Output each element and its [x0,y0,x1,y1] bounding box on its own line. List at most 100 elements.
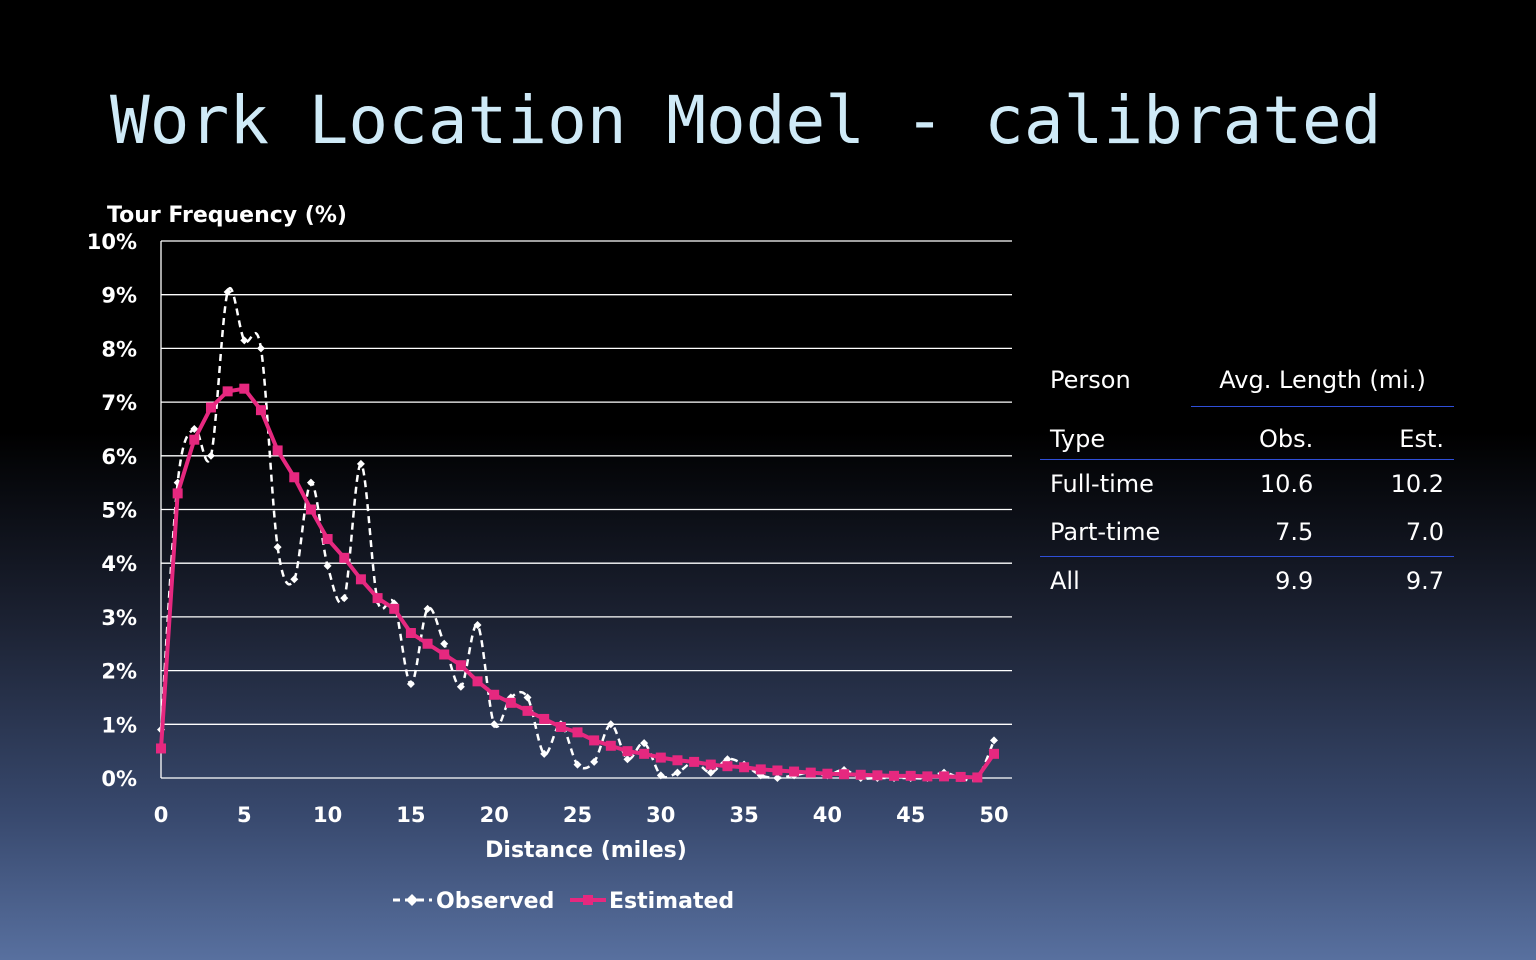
series-layer [156,287,999,783]
estimated-point [789,766,800,777]
estimated-point [272,445,283,456]
observed-series-line [159,287,996,783]
observed-point [623,755,632,764]
observed-point [540,749,549,758]
estimated-point [505,697,516,708]
row-obs: 7.5 [1191,507,1324,557]
row-label: Full-time [1050,469,1154,498]
estimated-point [172,488,183,499]
row-label: All [1050,566,1080,595]
chart-legend: Observed Estimated [393,889,734,914]
x-tick-label: 15 [396,803,425,827]
observed-point [673,768,682,777]
row-est: 7.0 [1323,507,1454,557]
observed-point [773,774,782,782]
estimated-point [722,761,733,772]
observed-point [640,739,649,748]
estimated-point [439,649,450,660]
y-tick-label: 3% [101,606,137,630]
x-tick-label: 30 [646,803,675,827]
observed-point [606,720,615,729]
y-tick-label: 7% [101,391,137,415]
estimated-point [355,574,366,585]
y-axis-title: Tour Frequency (%) [107,203,347,228]
estimated-point [872,770,883,781]
row-obs: 10.6 [1259,469,1314,498]
estimated-point [972,772,983,783]
x-tick-label: 40 [813,803,842,827]
observed-point [323,561,332,570]
estimated-point [589,735,600,746]
estimated-point [489,689,500,700]
y-tick-label: 2% [101,660,137,684]
observed-point [356,459,365,468]
estimated-point [189,434,200,445]
observed-point [406,680,415,689]
observed-point [523,693,532,702]
observed-point [190,424,199,433]
estimated-point [655,752,666,763]
y-tick-label: 9% [101,284,137,308]
observed-point [223,288,232,297]
observed-point [290,575,299,584]
observed-point [273,543,282,552]
estimated-point [889,770,900,781]
legend-estimated-label: Estimated [609,889,734,914]
slide-title: Work Location Model - calibrated [110,82,1382,159]
estimated-point [289,472,300,483]
observed-point [440,639,449,648]
y-tick-label: 0% [101,767,137,791]
x-tick-label: 35 [729,803,758,827]
estimated-point [539,713,550,724]
person-type-label-bottom: Type [1040,406,1192,460]
est-header: Est. [1323,406,1454,460]
estimated-point [422,638,433,649]
table-subheader-row: Type Obs. Est. [1040,406,1454,460]
row-label: Part-time [1040,507,1192,557]
estimated-point [372,593,383,604]
estimated-point [772,765,783,776]
observed-point [306,478,315,487]
observed-point [206,451,215,460]
y-tick-label: 1% [101,713,137,737]
table-row: All 9.9 9.7 [1040,556,1454,605]
estimated-point [989,748,999,759]
row-est: 10.2 [1390,469,1444,498]
estimated-point [322,534,333,545]
table-row: Full-time 10.6 10.2 [1040,459,1454,508]
row-obs: 9.9 [1275,566,1314,595]
x-tick-label: 0 [154,803,169,827]
y-tick-labels: 0% 1% 2% 3% 4% 5% 6% 7% 8% 9% 10% [87,230,137,791]
estimated-point [472,676,483,687]
table-header-row: Person Avg. Length (mi.) [1040,354,1454,407]
observed-point [990,736,998,745]
observed-point [456,682,465,691]
x-tick-labels: 0 5 10 15 20 25 30 35 40 45 50 [154,803,1009,827]
x-tick-label: 5 [237,803,252,827]
x-tick-label: 25 [563,803,592,827]
y-tick-label: 4% [101,552,137,576]
estimated-point [689,756,700,767]
x-tick-label: 20 [480,803,509,827]
estimated-point [239,383,250,394]
estimated-point [522,705,533,716]
x-tick-label: 50 [979,803,1008,827]
observed-point [423,604,432,613]
estimated-point [639,748,650,759]
avg-length-header: Avg. Length (mi.) [1191,354,1454,407]
estimated-point [839,769,850,780]
estimated-point [755,764,766,775]
estimated-point [822,768,833,779]
estimated-point [705,759,716,770]
estimated-point [305,504,316,515]
estimated-point [156,743,166,754]
obs-header: Obs. [1191,406,1324,460]
estimated-point [805,767,816,778]
observed-point [473,620,482,629]
estimated-point [405,628,416,639]
y-tick-label: 10% [87,230,137,254]
estimated-point [605,740,616,751]
estimated-point [222,386,233,397]
observed-point [706,768,715,777]
